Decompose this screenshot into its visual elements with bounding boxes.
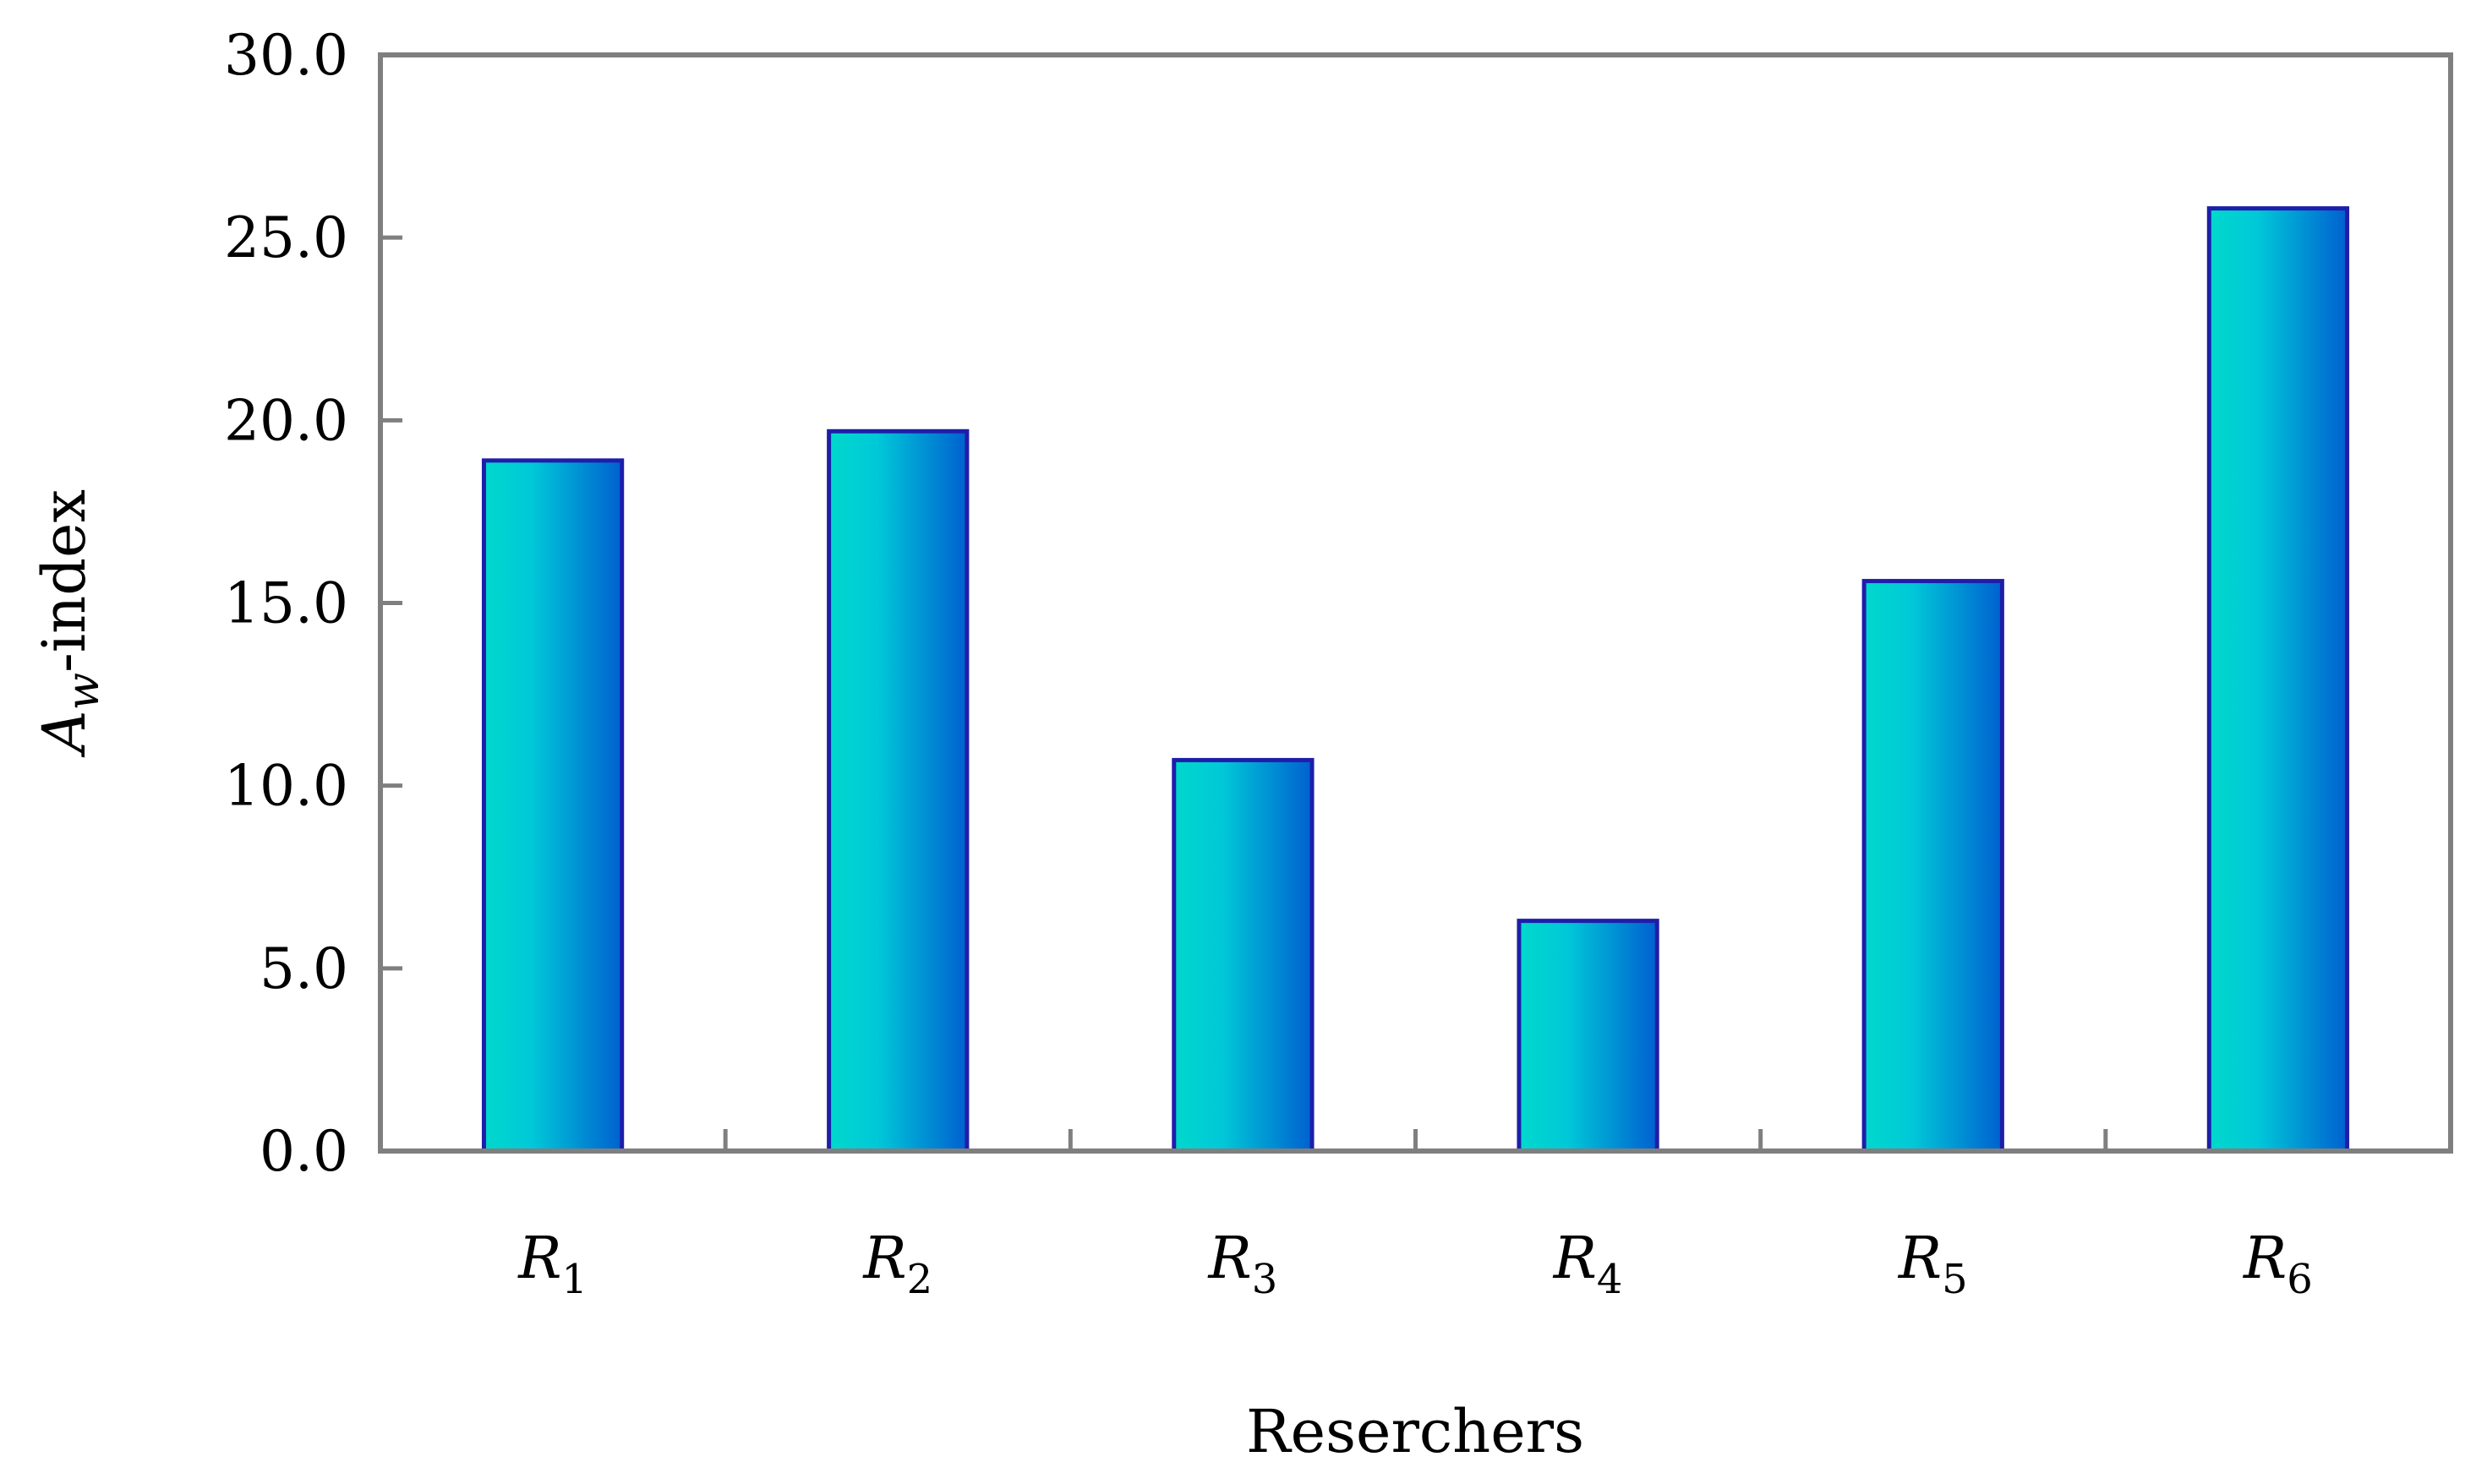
x-tick-label: R2 <box>861 1225 932 1303</box>
bar-R6 <box>2206 206 2350 1154</box>
y-axis-title: Aw-index <box>30 489 109 758</box>
y-axis-title-base: A <box>30 710 99 758</box>
x-tick-label-base: R <box>1207 1225 1252 1292</box>
y-tick-label: 5.0 <box>260 936 348 1001</box>
x-tick-label: R3 <box>1207 1225 1278 1303</box>
y-tick-label: 15.0 <box>224 571 348 636</box>
x-tick-label: R5 <box>1897 1225 1968 1303</box>
x-tick-label: R6 <box>2242 1225 2313 1303</box>
x-tick-label-subscript: 3 <box>1252 1256 1278 1303</box>
bar-R5 <box>1861 579 2004 1154</box>
bar-R1 <box>481 458 625 1154</box>
bar-R4 <box>1517 919 1659 1154</box>
x-tick-label-base: R <box>861 1225 906 1292</box>
y-axis-title-rest: -index <box>30 489 99 673</box>
x-axis-category-labels: R1 R2 R3 R4 R5 R6 <box>517 1225 2313 1303</box>
x-tick-label: R4 <box>1552 1225 1623 1303</box>
x-tick-label-base: R <box>517 1225 561 1292</box>
x-tick-label-subscript: 2 <box>907 1256 933 1303</box>
x-tick-label-subscript: 4 <box>1597 1256 1623 1303</box>
bar-R3 <box>1172 757 1315 1154</box>
x-axis-ticks <box>723 1129 2108 1151</box>
y-tick-label: 10.0 <box>224 754 348 819</box>
y-tick-label: 30.0 <box>224 23 348 88</box>
x-axis-title: Reserchers <box>1246 1397 1584 1466</box>
y-tick-label: 0.0 <box>260 1119 348 1184</box>
y-tick-label: 20.0 <box>224 388 348 453</box>
bar-R2 <box>827 428 970 1154</box>
plot-area-frame <box>378 52 2453 1154</box>
x-tick-label-subscript: 1 <box>561 1256 588 1303</box>
x-tick-label-base: R <box>1897 1225 1942 1292</box>
x-tick-label-subscript: 5 <box>1942 1256 1968 1303</box>
x-tick-label-subscript: 6 <box>2287 1256 2313 1303</box>
y-tick-label: 25.0 <box>224 205 348 270</box>
x-tick-label: R1 <box>517 1225 588 1303</box>
y-axis-title-subscript: w <box>58 673 109 711</box>
y-axis-tick-labels: 0.0 5.0 10.0 15.0 20.0 25.0 30.0 <box>224 23 402 1184</box>
x-tick-label-base: R <box>2242 1225 2287 1292</box>
bars-group <box>380 206 2451 1154</box>
x-tick-label-base: R <box>1552 1225 1597 1292</box>
